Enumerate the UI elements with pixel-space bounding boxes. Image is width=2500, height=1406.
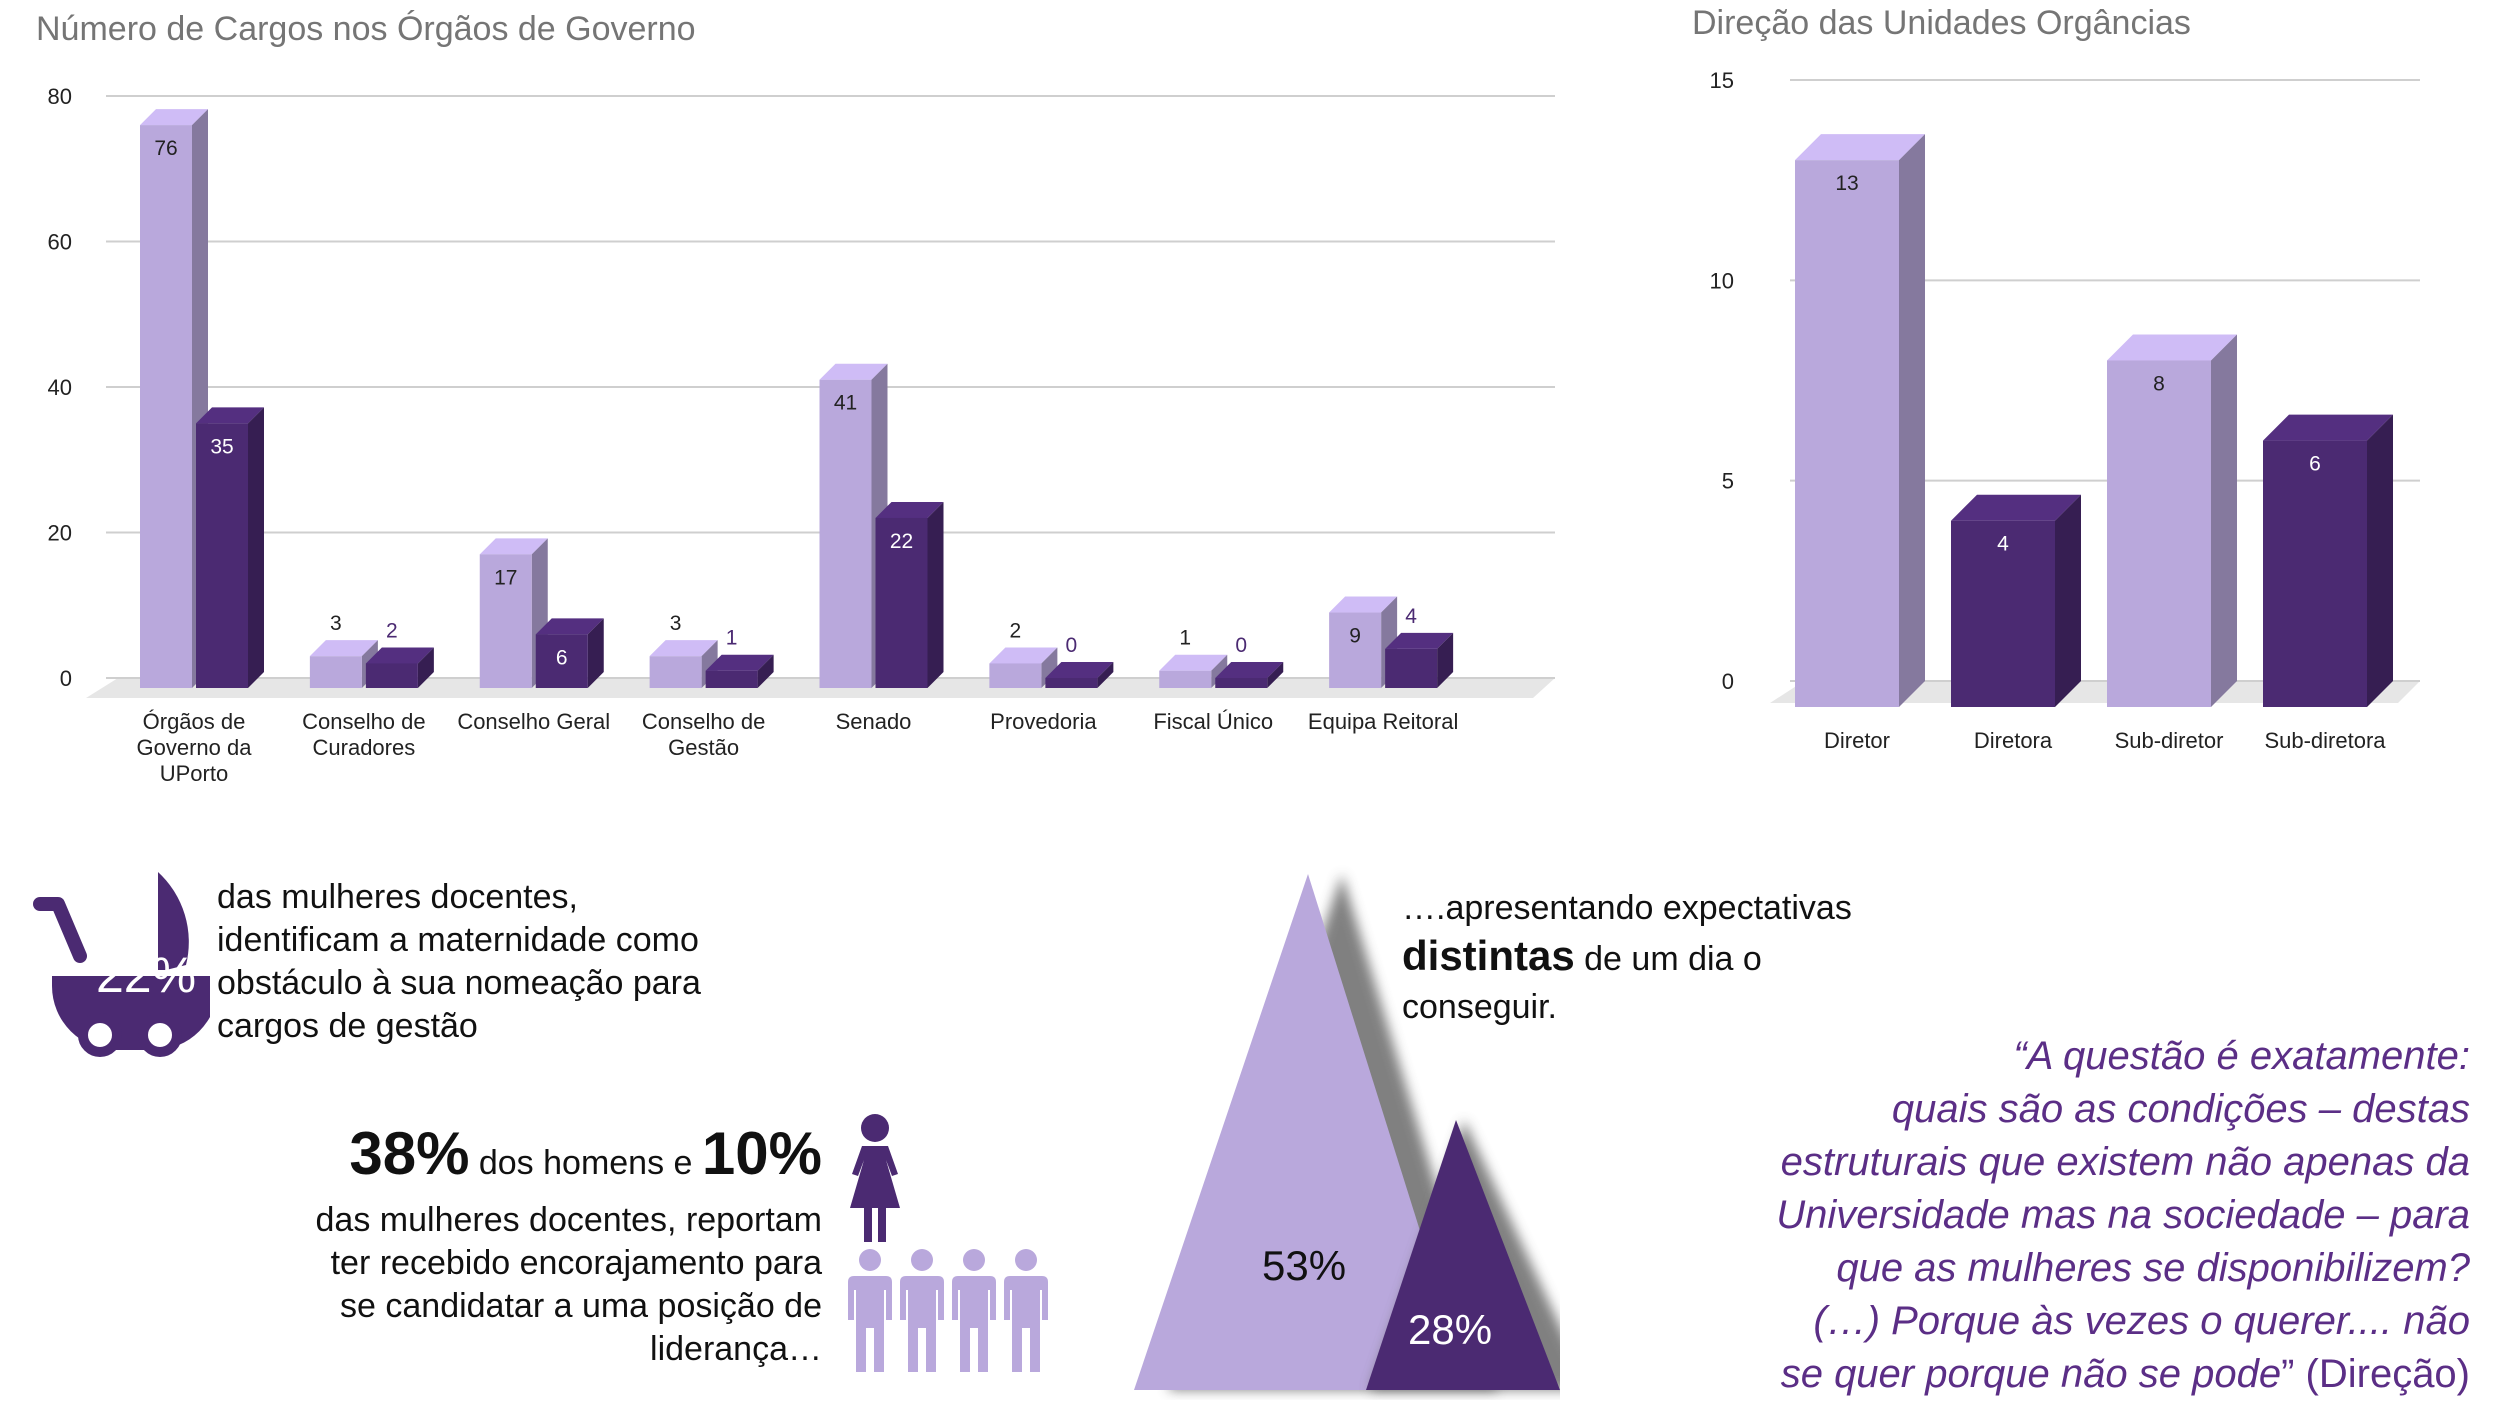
chart1-data-label: 3 bbox=[330, 612, 342, 635]
chart2-title: Direção das Unidades Orgâncias bbox=[1692, 4, 2191, 42]
stat1-percentage: 22% bbox=[95, 947, 197, 1003]
woman-icon bbox=[850, 1114, 900, 1242]
chart1-ytick-label: 20 bbox=[48, 521, 72, 546]
chart1-data-label: 41 bbox=[834, 392, 857, 415]
chart1-data-label: 35 bbox=[210, 435, 233, 458]
director-quote: “A questão é exatamente: quais são as co… bbox=[1776, 1034, 2470, 1396]
chart1-category-label: Conselho de bbox=[642, 709, 766, 734]
triangles-graphic bbox=[1134, 874, 1560, 1390]
chart2-bar bbox=[1795, 134, 1925, 708]
chart1-category-label: Fiscal Único bbox=[1153, 709, 1273, 734]
chart1-data-label: 1 bbox=[1179, 627, 1191, 650]
chart1-category-label: Curadores bbox=[313, 735, 416, 760]
chart1-ytick-label: 80 bbox=[48, 84, 72, 109]
man-icon bbox=[900, 1249, 944, 1372]
chart2-category-label: Diretor bbox=[1824, 728, 1890, 753]
chart1-data-label: 17 bbox=[494, 566, 517, 589]
chart1-ytick-label: 0 bbox=[60, 666, 72, 691]
chart2-unit-direction: 0 5 10 15 13 Diretor 4 Diretora 8 Sub-diretor 6 Sub… bbox=[1710, 68, 2420, 753]
chart2-category-label: Diretora bbox=[1974, 728, 2053, 753]
chart1-data-label: 0 bbox=[1066, 634, 1078, 657]
man-icon bbox=[848, 1249, 892, 1372]
chart2-category-label: Sub-diretora bbox=[2264, 728, 2386, 753]
triangle-28 bbox=[1366, 1120, 1560, 1390]
chart2-bar bbox=[2263, 414, 2393, 707]
chart1-data-label: 6 bbox=[556, 646, 568, 669]
chart2-ytick-label: 15 bbox=[1710, 68, 1734, 93]
chart1-bar bbox=[1385, 632, 1454, 688]
triangle-53 bbox=[1134, 874, 1470, 1390]
chart1-category-label: Conselho Geral bbox=[457, 709, 610, 734]
chart1-data-label: 76 bbox=[154, 137, 177, 160]
chart2-ytick-label: 5 bbox=[1722, 469, 1734, 494]
chart2-data-label: 6 bbox=[2309, 453, 2321, 476]
chart1-ytick-label: 60 bbox=[48, 230, 72, 255]
chart1-bar bbox=[365, 647, 434, 688]
chart2-bar bbox=[1951, 494, 2081, 707]
chart1-bar bbox=[196, 407, 264, 688]
chart2-data-label: 4 bbox=[1997, 533, 2009, 556]
chart2-ytick-label: 10 bbox=[1710, 268, 1734, 293]
chart1-data-label: 22 bbox=[890, 530, 913, 553]
chart1-bar bbox=[989, 647, 1058, 688]
chart1-bar bbox=[535, 618, 604, 688]
chart1-ytick-label: 40 bbox=[48, 375, 72, 400]
chart2-category-label: Sub-diretor bbox=[2115, 728, 2224, 753]
chart1-category-label: Governo da bbox=[137, 735, 253, 760]
chart1-data-label: 4 bbox=[1405, 605, 1417, 628]
chart1-category-label: Provedoria bbox=[990, 709, 1097, 734]
chart1-bar bbox=[705, 654, 774, 688]
chart1-bar bbox=[1215, 662, 1284, 688]
chart1-category-label: Equipa Reitoral bbox=[1308, 709, 1458, 734]
chart1-data-label: 3 bbox=[670, 612, 682, 635]
chart1-category-label: UPorto bbox=[160, 761, 228, 786]
chart1-data-label: 9 bbox=[1349, 625, 1361, 648]
triangle-28-label: 28% bbox=[1408, 1306, 1493, 1353]
chart1-category-label: Senado bbox=[836, 709, 912, 734]
chart1-data-label: 2 bbox=[1010, 619, 1022, 642]
chart2-bar bbox=[2107, 334, 2237, 707]
chart2-data-label: 8 bbox=[2153, 372, 2165, 395]
chart1-bar bbox=[1045, 662, 1114, 688]
chart2-ytick-label: 0 bbox=[1722, 669, 1734, 694]
stat1-text: das mulheres docentes, identificam a mat… bbox=[217, 878, 701, 1045]
chart1-category-label: Conselho de bbox=[302, 709, 426, 734]
chart1-data-label: 2 bbox=[386, 619, 398, 642]
chart1-bar bbox=[1329, 596, 1398, 688]
chart1-title: Número de Cargos nos Órgãos de Governo bbox=[36, 10, 696, 48]
chart2-floor bbox=[1770, 681, 2420, 703]
chart1-category-label: Órgãos de bbox=[143, 709, 246, 734]
chart1-category-label: Gestão bbox=[668, 735, 739, 760]
man-icon bbox=[1004, 1249, 1048, 1372]
chart1-bar bbox=[875, 501, 944, 688]
men-icon-group bbox=[848, 1249, 1048, 1372]
man-icon bbox=[952, 1249, 996, 1372]
chart2-data-label: 13 bbox=[1835, 172, 1858, 195]
stat3-text: ….apresentando expectativas distintas de… bbox=[1402, 889, 1852, 1026]
chart1-data-label: 1 bbox=[726, 627, 738, 650]
stroller-wheels-icon bbox=[78, 1013, 182, 1057]
stat2-text: 38% dos homens e 10% das mulheres docent… bbox=[315, 1120, 822, 1368]
chart1-data-label: 0 bbox=[1235, 634, 1247, 657]
triangle-53-label: 53% bbox=[1262, 1242, 1347, 1289]
